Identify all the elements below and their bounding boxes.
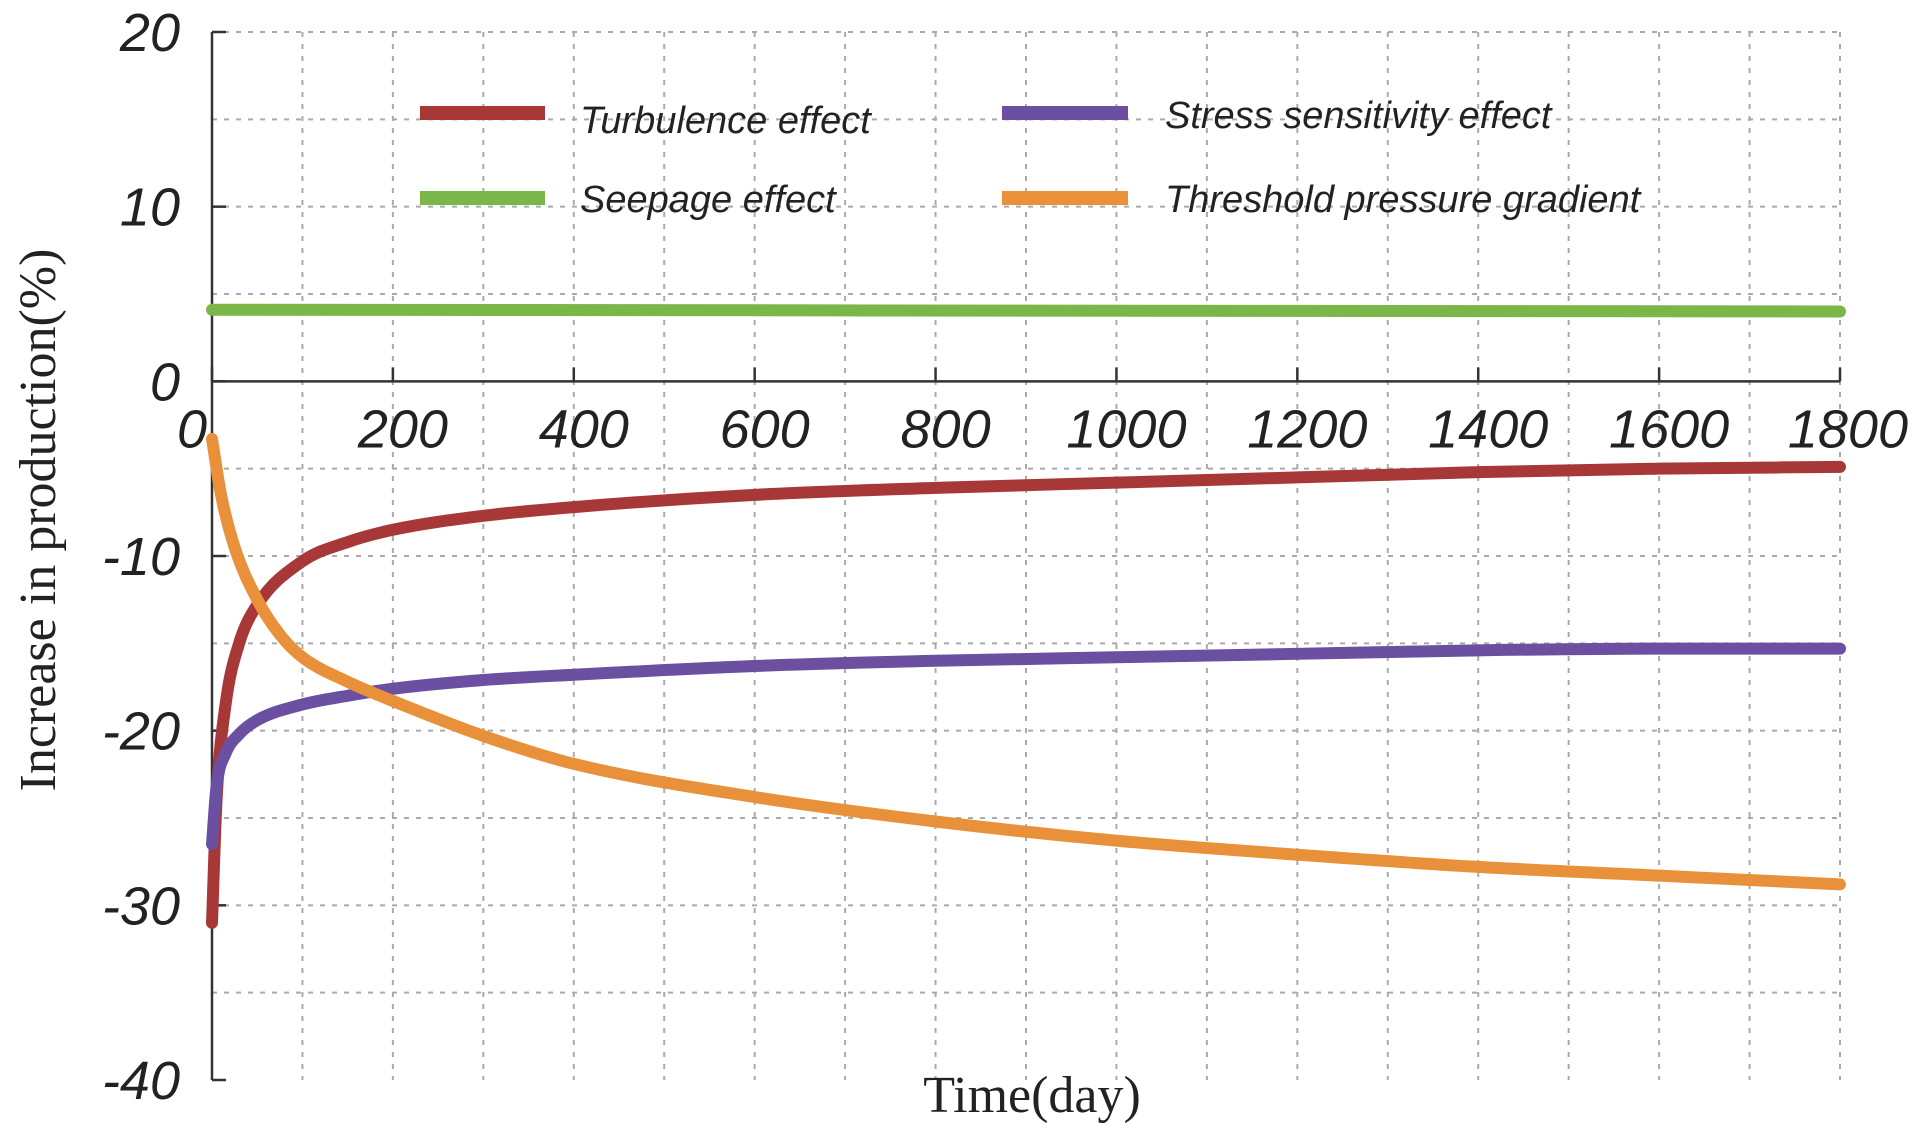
x-tick-label: 1600 [1609, 399, 1729, 459]
legend-label-turbulence-effect: Turbulence effect [580, 100, 872, 142]
x-tick-label: 800 [901, 399, 991, 459]
x-tick-label: 1800 [1788, 399, 1908, 459]
legend: Turbulence effect Stress sensitivity effe… [420, 95, 1642, 221]
y-tick-label: -30 [102, 876, 180, 936]
series-line-seepage-effect [206, 303, 1846, 318]
legend-label-seepage-effect: Seepage effect [580, 179, 837, 221]
x-tick-label: 1200 [1247, 399, 1367, 459]
x-tick-label: 200 [357, 399, 448, 459]
series-line-threshold-pressure-gradient [206, 432, 1846, 891]
y-tick-label: 10 [120, 178, 180, 238]
y-tick-label: -10 [102, 527, 180, 587]
series-line-stress-sensitivity-effect [206, 642, 1846, 851]
y-axis-title: Increase in production(%) [10, 249, 67, 792]
series-lines [206, 303, 1846, 929]
x-tick-label: 1400 [1428, 399, 1548, 459]
y-tick-label: 0 [150, 352, 180, 412]
y-tick-label: 20 [119, 3, 180, 63]
x-tick-label: 600 [720, 399, 810, 459]
tick-labels: 20 10 0 -10 -20 -30 -40 0 200 400 600 800 1000 1200 14… [102, 3, 1908, 1111]
x-tick-label: 400 [539, 399, 629, 459]
series-line-turbulence-effect [206, 460, 1846, 929]
legend-label-stress-sensitivity-effect: Stress sensitivity effect [1165, 95, 1553, 137]
x-tick-label: 0 [177, 399, 207, 459]
y-tick-label: -20 [102, 702, 180, 762]
y-tick-label: -40 [102, 1051, 180, 1111]
x-axis-title: Time(day) [923, 1067, 1141, 1124]
legend-label-threshold-pressure-gradient: Threshold pressure gradient [1165, 179, 1642, 221]
x-tick-label: 1000 [1066, 399, 1186, 459]
